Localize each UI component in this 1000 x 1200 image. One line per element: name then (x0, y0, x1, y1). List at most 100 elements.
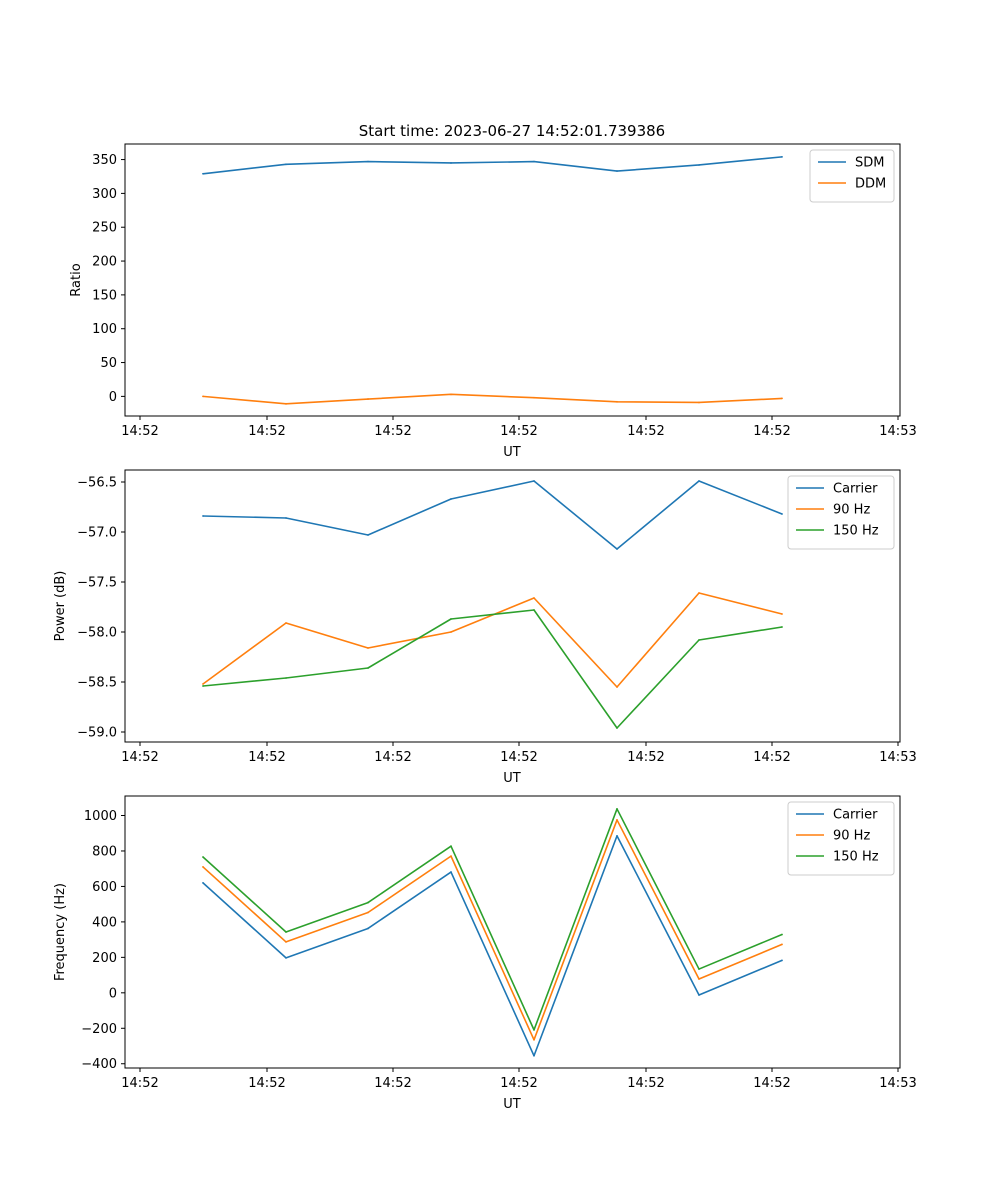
figure-title: Start time: 2023-06-27 14:52:01.739386 (359, 122, 665, 140)
frequency-y-tick-label: −200 (81, 1022, 117, 1037)
ratio-series-sdm-line (202, 156, 783, 175)
power-data-point (698, 480, 700, 482)
ratio-data-point (533, 396, 535, 399)
frequency-data-point (285, 931, 287, 933)
frequency-data-point (367, 901, 369, 904)
power-legend-label: 150 Hz (833, 524, 879, 539)
ratio-y-ticks: 350 300 250 200 150 100 50 0 (92, 153, 125, 405)
frequency-data-point (698, 994, 700, 996)
frequency-data-point (285, 956, 287, 959)
ratio-x-end-tick-label: 14:53 (879, 424, 916, 439)
ratio-y-tick-label: 0 (109, 390, 117, 405)
power-data-point (698, 592, 700, 594)
frequency-y-tick-label: 800 (92, 844, 117, 859)
power-data-point (367, 534, 369, 536)
ratio-data-point (367, 160, 369, 163)
frequency-x-tick-label: 14:52 (248, 1076, 285, 1091)
ratio-plot-frame (124, 143, 901, 417)
ratio-series-ddm-line (202, 393, 783, 405)
power-data-point (285, 517, 287, 519)
frequency-x-end-tick-label: 14:53 (879, 1076, 916, 1091)
power-data-point (202, 515, 204, 517)
power-y-axis-label: Power (dB) (53, 571, 68, 642)
power-data-point (616, 548, 618, 550)
frequency-x-axis-label: UT (503, 1097, 521, 1112)
ratio-data-point (533, 160, 535, 163)
frequency-data-point (616, 808, 618, 810)
ratio-y-tick-label: 250 (92, 221, 117, 236)
power-legend-label: 90 Hz (833, 503, 870, 518)
ratio-x-tick-label: 14:52 (121, 424, 158, 439)
ratio-legend-box (809, 149, 895, 203)
power-data-point (781, 626, 783, 628)
power-x-tick-label: 14:52 (500, 750, 537, 765)
ratio-y-tick-label: 50 (100, 356, 117, 371)
power-x-tick-label: 14:52 (374, 750, 411, 765)
ratio-data-point (450, 393, 452, 396)
power-series-lines (202, 480, 783, 729)
frequency-data-point (202, 856, 204, 858)
frequency-series-90-hz-line (202, 819, 783, 1041)
power-data-point (450, 631, 452, 633)
power-data-point (450, 498, 452, 500)
power-data-point (781, 613, 783, 615)
power-data-point (616, 686, 618, 688)
ratio-data-point (285, 163, 287, 166)
ratio-x-tick-label: 14:52 (374, 424, 411, 439)
frequency-legend-label: Carrier (833, 808, 878, 823)
power-data-point (285, 622, 287, 624)
power-x-axis-label: UT (503, 771, 521, 786)
ratio-series-lines (202, 155, 783, 405)
frequency-plot-frame (124, 795, 901, 1069)
frequency-y-tick-label: 600 (92, 880, 117, 895)
frequency-legend-label: 150 Hz (833, 850, 879, 865)
power-data-point (698, 639, 700, 641)
power-x-end-tick-label: 14:53 (879, 750, 916, 765)
power-y-tick-label: −56.5 (77, 476, 117, 491)
power-legend-label: Carrier (833, 482, 878, 497)
frequency-series-150-hz-line (202, 808, 783, 1031)
power-x-tick-label: 14:52 (248, 750, 285, 765)
power-y-ticks: −56.5 −57.0 −57.5 −58.0 −58.5 −59.0 (77, 476, 125, 741)
ratio-y-tick-label: 100 (92, 322, 117, 337)
frequency-data-point (533, 1038, 535, 1041)
power-series-150-hz-line (202, 609, 783, 729)
power-y-tick-label: −59.0 (77, 726, 117, 741)
power-data-point (202, 683, 204, 685)
ratio-y-axis-label: Ratio (69, 263, 84, 296)
power-data-point (450, 618, 452, 620)
power-y-tick-label: −58.5 (77, 676, 117, 691)
frequency-x-tick-label: 14:52 (500, 1076, 537, 1091)
frequency-data-point (367, 911, 369, 914)
power-data-point (616, 727, 618, 729)
frequency-data-point (616, 819, 618, 821)
frequency-data-point (781, 959, 783, 962)
frequency-data-point (202, 881, 204, 884)
power-x-ticks: 14:52 14:52 14:52 14:52 14:52 14:52 14:53 (121, 742, 917, 765)
ratio-data-point (202, 395, 204, 398)
frequency-x-tick-label: 14:52 (374, 1076, 411, 1091)
frequency-data-point (450, 871, 452, 873)
frequency-data-point (533, 1054, 535, 1057)
ratio-x-ticks: 14:52 14:52 14:52 14:52 14:52 14:52 14:53 (121, 416, 917, 439)
frequency-y-ticks: 1000 800 600 400 200 0 −200 −400 (81, 809, 125, 1072)
ratio-x-tick-label: 14:52 (627, 424, 664, 439)
power-plot-frame (124, 469, 901, 743)
frequency-y-tick-label: 400 (92, 915, 117, 930)
power-y-tick-label: −58.0 (77, 626, 117, 641)
frequency-data-point (533, 1028, 535, 1031)
frequency-y-tick-label: 0 (109, 986, 117, 1001)
frequency-data-point (616, 835, 618, 837)
ratio-x-tick-label: 14:52 (753, 424, 790, 439)
ratio-y-tick-label: 200 (92, 255, 117, 270)
power-x-tick-label: 14:52 (753, 750, 790, 765)
frequency-series-lines (202, 808, 783, 1057)
frequency-data-point (367, 927, 369, 930)
frequency-legend-label: 90 Hz (833, 829, 870, 844)
frequency-series-carrier-line (202, 835, 783, 1057)
power-legend: Carrier 90 Hz 150 Hz (787, 475, 895, 550)
ratio-x-tick-label: 14:52 (248, 424, 285, 439)
ratio-y-tick-label: 350 (92, 153, 117, 168)
power-panel: −56.5−57.0−57.5−58.0−58.5−59.0 14:52 14:5… (53, 469, 917, 786)
